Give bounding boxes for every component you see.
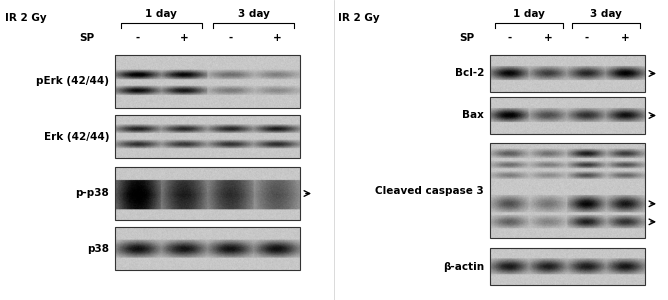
Text: pErk (42/44): pErk (42/44) (36, 76, 109, 86)
Text: SP: SP (459, 33, 474, 43)
Text: Erk (42/44): Erk (42/44) (43, 131, 109, 142)
Bar (490, 97, 645, 134)
Text: Cleaved caspase 3: Cleaved caspase 3 (375, 185, 484, 196)
Bar (490, 248, 645, 285)
Text: IR 2 Gy: IR 2 Gy (5, 13, 47, 23)
Text: 1 day: 1 day (513, 9, 544, 19)
Text: p-p38: p-p38 (75, 188, 109, 199)
Text: β-actin: β-actin (443, 262, 484, 272)
Text: 3 day: 3 day (591, 9, 622, 19)
Text: Bcl-2: Bcl-2 (455, 68, 484, 79)
Bar (115, 167, 300, 220)
Text: +: + (544, 33, 552, 43)
Bar (115, 55, 300, 108)
Text: SP: SP (79, 33, 95, 43)
Text: +: + (621, 33, 630, 43)
Bar (490, 143, 645, 238)
Text: -: - (584, 33, 589, 43)
Text: -: - (228, 33, 232, 43)
Text: +: + (180, 33, 189, 43)
Text: 1 day: 1 day (146, 9, 177, 19)
Text: Bax: Bax (462, 110, 484, 121)
Text: p38: p38 (87, 244, 109, 254)
Text: IR 2 Gy: IR 2 Gy (338, 13, 379, 23)
Bar (115, 227, 300, 270)
Text: 3 day: 3 day (238, 9, 270, 19)
Text: +: + (273, 33, 281, 43)
Text: -: - (507, 33, 512, 43)
Bar (115, 115, 300, 158)
Bar (490, 55, 645, 92)
Text: -: - (136, 33, 140, 43)
